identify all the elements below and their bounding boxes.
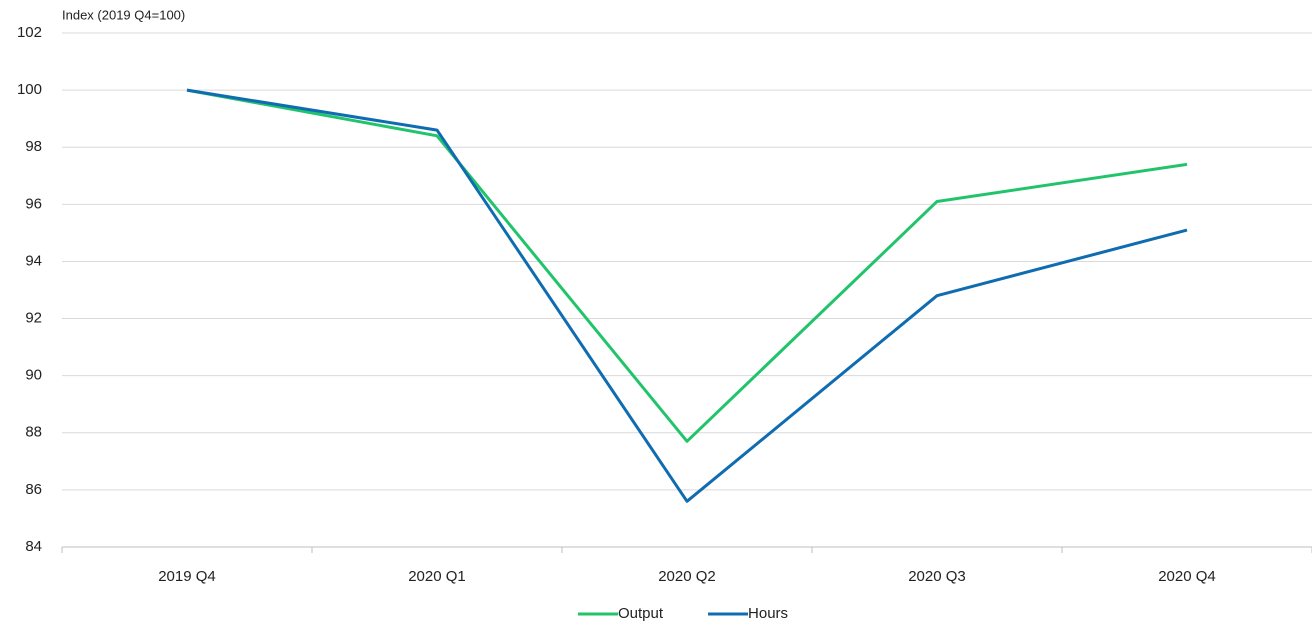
line — [186, 88, 1188, 443]
y-tick-label: 86 — [25, 481, 42, 498]
y-tick-label: 98 — [25, 138, 42, 155]
y-axis-label: Index (2019 Q4=100) — [62, 7, 185, 22]
y-tick-label: 102 — [17, 24, 42, 41]
y-tick-label: 90 — [25, 367, 42, 384]
legend-label: Hours — [748, 605, 788, 622]
x-tick-label: 2020 Q3 — [908, 568, 966, 585]
y-tick-label: 88 — [25, 424, 42, 441]
line — [186, 88, 1188, 503]
y-tick-label: 84 — [25, 538, 42, 555]
y-tick-label: 92 — [25, 310, 42, 327]
x-tick-label: 2019 Q4 — [158, 568, 216, 585]
x-tick-label: 2020 Q4 — [1158, 568, 1216, 585]
x-tick-label: 2020 Q1 — [408, 568, 466, 585]
y-tick-label: 96 — [25, 195, 42, 212]
legend-label: Output — [618, 605, 664, 622]
x-tick-label: 2020 Q2 — [658, 568, 716, 585]
y-tick-label: 94 — [25, 252, 42, 269]
y-tick-label: 100 — [17, 81, 42, 98]
